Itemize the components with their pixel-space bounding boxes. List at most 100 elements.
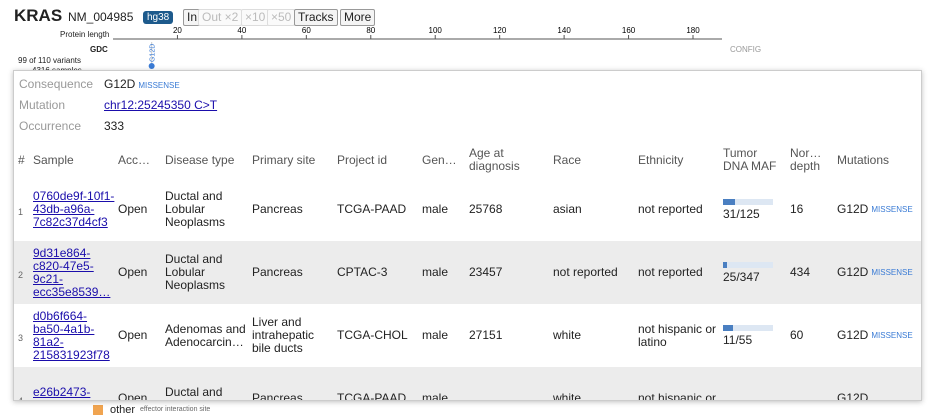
toolbar-button[interactable]: Tracks [294, 9, 338, 26]
disease-cell: Adenomas and Adenocarcin… [165, 321, 246, 349]
transcript: NM_004985 [68, 10, 134, 24]
maf-cell: 31/125 [723, 178, 785, 241]
maf-bar-track [723, 324, 773, 331]
mutation-link[interactable]: chr12:25245350 C>T [104, 98, 218, 112]
sample-cell: 0760de9f-10f1-43db-a96a-7c82c37d4cf3 [33, 178, 115, 241]
maf-cell: 25/347 [723, 241, 785, 304]
ethnicity-cell: not hispanic or latino [638, 321, 717, 349]
toolbar-button[interactable]: More [340, 9, 376, 26]
project-cell: TCGA-PAAD [337, 202, 407, 216]
project-cell: TCGA-PAAD [337, 391, 407, 401]
sample-link[interactable]: 0760de9f-10f1-43db-a96a-7c82c37d4cf3 [33, 189, 115, 229]
mutation-cell: G12D MISSENSE [837, 241, 921, 304]
genome-badge: hg38 [143, 11, 174, 24]
column-header: Primary site [252, 152, 316, 167]
row-background [14, 367, 921, 400]
ruler-tick-label: 80 [366, 26, 375, 35]
legend-note: effector interaction site [140, 406, 211, 413]
site-cell: Pancreas [252, 265, 303, 279]
sample-link[interactable]: 9d31e864-c820-47e5-9c21-ecc35e8539… [33, 245, 111, 299]
mutation-cell: G12D MISSENSE [837, 178, 921, 241]
age-cell: 23457 [469, 265, 503, 279]
legend-label: other [110, 404, 136, 416]
maf-label: 31/125 [723, 206, 760, 221]
column-header: Age at diagnosis [469, 146, 520, 173]
field-value: G12D MISSENSE [104, 77, 180, 91]
column-header: Acc… [118, 152, 151, 167]
ruler-tick-label: 100 [429, 26, 443, 35]
site-cell: Pancreas [252, 391, 303, 401]
gender-cell: male [422, 265, 449, 279]
race-cell: white [553, 328, 582, 342]
gender-cell: male [422, 202, 449, 216]
row-number: 1 [18, 207, 24, 217]
maf-bar [723, 198, 736, 205]
gene-name: KRAS [14, 6, 63, 25]
class-label: MISSENSE [871, 268, 913, 277]
maf-label: 25/347 [723, 269, 760, 284]
variant-count: 99 of 110 variants [18, 56, 82, 65]
row-number: 4 [18, 396, 24, 401]
access-cell: Open [118, 202, 148, 216]
maf-bar-track [723, 198, 773, 205]
ruler-tick-label: 160 [622, 26, 636, 35]
race-cell: not reported [553, 265, 618, 279]
depth-cell: 60 [790, 328, 804, 342]
mutation-name: G12D [837, 328, 869, 342]
field-label: Consequence [19, 77, 94, 91]
sample-cell: 9d31e864-c820-47e5-9c21-ecc35e8539… [33, 241, 115, 304]
access-cell: Open [118, 328, 148, 342]
maf-bar-track [723, 261, 773, 268]
column-header: Mutations [837, 152, 890, 167]
ethnicity-cell: not reported [638, 202, 703, 216]
age-cell: 27151 [469, 328, 503, 342]
race-cell: asian [553, 202, 582, 216]
field-label: Occurrence [19, 119, 82, 133]
race-cell: white [553, 391, 582, 401]
column-header: Gen… [422, 152, 457, 167]
class-label: MISSENSE [138, 81, 180, 90]
sample-cell: d0b6f664-ba50-4a1b-81a2-215831923f78 [33, 304, 115, 367]
toolbar-button: ×10 [241, 9, 270, 26]
mutation-cell: G12D MISSENSE [837, 304, 921, 367]
column-header: Nor… depth [790, 146, 822, 173]
ruler-tick-label: 60 [302, 26, 311, 35]
sample-link[interactable]: e26b2473-9399-4eb8- [33, 384, 94, 400]
mutation-name: G12D [837, 202, 869, 216]
ruler-tick-label: 140 [557, 26, 571, 35]
ethnicity-cell: not reported [638, 265, 703, 279]
mutation-dot [148, 63, 155, 69]
column-header: Sample [33, 152, 74, 167]
mutation-label: G12D [150, 44, 157, 62]
toolbar-button: ×50 [267, 9, 296, 26]
gender-cell: male [422, 328, 449, 342]
gender-cell: male [422, 391, 449, 401]
row-background [14, 241, 921, 304]
maf-bar [723, 324, 733, 331]
column-header: Race [553, 152, 582, 167]
track-name: GDC [90, 45, 108, 54]
legend-swatch [93, 405, 103, 415]
maf-label: 11/55 [723, 332, 753, 347]
column-header: Disease type [165, 152, 235, 167]
toolbar-button: Out ×2 [198, 9, 243, 26]
age-cell: 25768 [469, 202, 503, 216]
ruler-tick-label: 40 [237, 26, 246, 35]
disease-cell: Ductal and Lobular Neoplasms [165, 252, 226, 292]
access-cell: Open [118, 265, 148, 279]
mutation-cell: G12D [837, 367, 921, 401]
class-label: MISSENSE [871, 331, 913, 340]
config-button[interactable]: CONFIG [730, 45, 762, 54]
sample-link[interactable]: d0b6f664-ba50-4a1b-81a2-215831923f78 [33, 308, 110, 362]
row-number: 3 [18, 333, 24, 343]
ethnicity-cell: not hispanic or [638, 391, 717, 401]
access-cell: Open [118, 391, 148, 401]
column-header: Project id [337, 152, 388, 167]
field-value: 333 [104, 119, 125, 133]
ruler-tick-label: 20 [173, 26, 182, 35]
mutation-name: G12D [837, 391, 869, 401]
column-header: Tumor DNA MAF [723, 146, 777, 173]
column-header: Ethnicity [638, 152, 684, 167]
protein-ruler: 20 40 60 80 100 120 140 160 180 G12D [113, 26, 722, 69]
